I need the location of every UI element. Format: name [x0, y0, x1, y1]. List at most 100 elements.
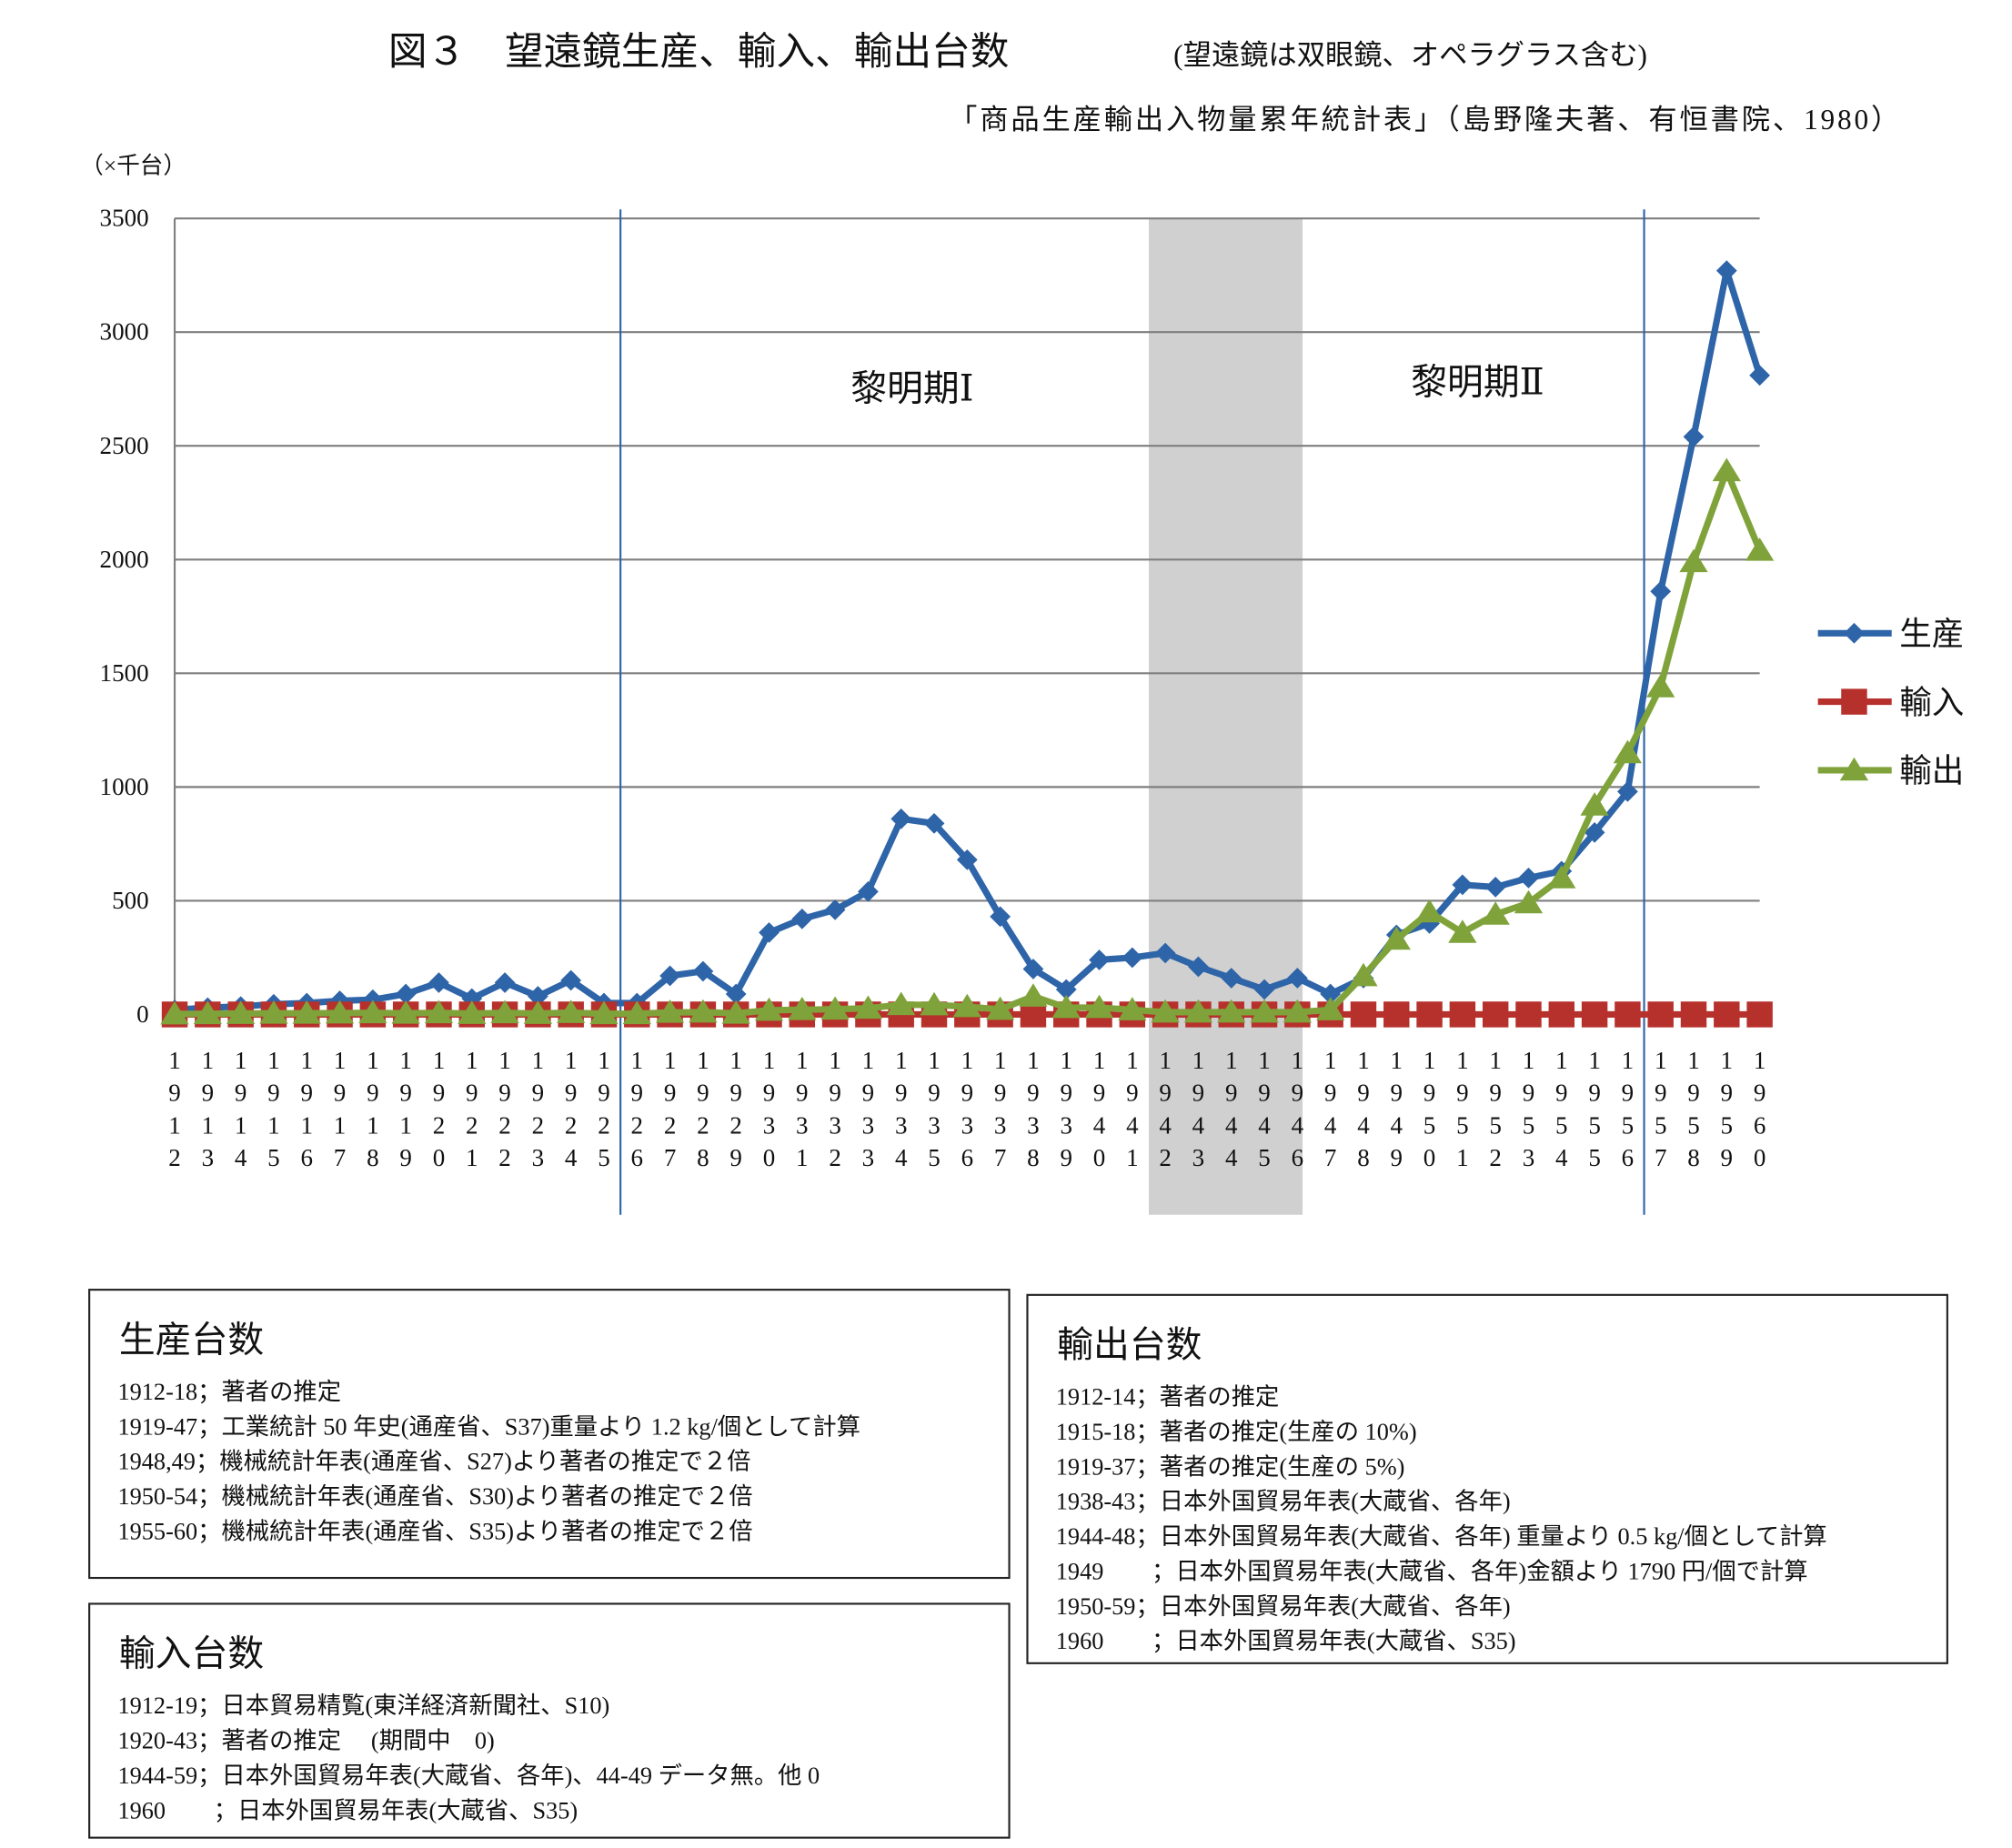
- x-tick-label: 1943: [1184, 1047, 1212, 1177]
- data-point: [887, 991, 916, 1016]
- x-tick-label: 1957: [1647, 1047, 1675, 1177]
- note-line: 1955-60；機械統計年表(通産省、S35)より著者の推定で２倍: [117, 1518, 752, 1544]
- x-tick-label: 1936: [953, 1047, 981, 1177]
- legend-marker: [1844, 622, 1865, 644]
- x-tick-label: 1931: [789, 1047, 816, 1177]
- note-line: 1950-54；機械統計年表(通産省、S30)より著者の推定で２倍: [117, 1483, 752, 1510]
- data-point: [659, 965, 680, 987]
- x-tick-label: 1928: [689, 1047, 717, 1177]
- note-line: 1948,49；機械統計年表(通産省、S27)より著者の推定で２倍: [117, 1449, 750, 1475]
- data-point: [494, 972, 516, 993]
- x-tick-label: 1948: [1350, 1047, 1377, 1177]
- x-tick-label: 1938: [1020, 1047, 1047, 1177]
- data-point: [1514, 889, 1544, 914]
- data-point: [820, 996, 850, 1020]
- data-point: [1484, 877, 1506, 898]
- x-tick-label: 1925: [590, 1047, 618, 1177]
- x-tick-label: 1942: [1152, 1047, 1179, 1177]
- x-tick-label: 1918: [359, 1047, 387, 1177]
- data-point: [1051, 994, 1081, 1019]
- x-tick-label: 1960: [1746, 1047, 1774, 1177]
- data-point: [358, 999, 387, 1024]
- data-point: [325, 999, 355, 1024]
- data-point: [1683, 426, 1705, 447]
- x-tick-label: 1935: [920, 1047, 948, 1177]
- x-tick-label: 1927: [657, 1047, 684, 1177]
- data-point: [1613, 739, 1643, 764]
- data-point: [759, 922, 780, 943]
- data-point: [1615, 1001, 1641, 1028]
- note-title: 生産台数: [119, 1320, 264, 1360]
- y-tick-label: 500: [112, 887, 149, 914]
- x-tick-label: 1917: [327, 1047, 354, 1177]
- data-point: [1320, 983, 1342, 1005]
- x-tick-label: 1920: [425, 1047, 452, 1177]
- series-line: [175, 467, 1763, 1018]
- data-point: [1118, 997, 1147, 1020]
- legend-marker: [1839, 757, 1869, 781]
- data-point: [1286, 968, 1308, 989]
- annotation: 黎明期Ⅱ: [1411, 362, 1544, 402]
- legend-marker: [1841, 688, 1867, 715]
- x-tick-label: 1934: [888, 1047, 915, 1177]
- data-point: [920, 991, 949, 1016]
- data-point: [490, 999, 519, 1024]
- data-point: [1515, 1001, 1542, 1028]
- data-point: [1617, 781, 1638, 802]
- x-tick-label: 1959: [1713, 1047, 1740, 1177]
- data-point: [1382, 926, 1411, 950]
- chart-title: 図３ 望遠鏡生産、輸入、輸出台数: [388, 30, 1010, 74]
- data-point: [1482, 1001, 1509, 1028]
- x-tick-label: 1919: [392, 1047, 419, 1177]
- note-title: 輸出台数: [1057, 1325, 1202, 1365]
- data-point: [1581, 1001, 1608, 1028]
- x-tick-label: 1937: [987, 1047, 1014, 1177]
- note-line: 1912-14；著者の推定: [1056, 1384, 1280, 1411]
- x-tick-label: 1953: [1514, 1047, 1542, 1177]
- legend-label: 輸出: [1899, 753, 1964, 789]
- data-point: [1250, 999, 1279, 1023]
- x-tick-label: 1921: [458, 1047, 486, 1177]
- x-tick-label: 1945: [1251, 1047, 1278, 1177]
- data-point: [1548, 1001, 1575, 1028]
- chart-subtitle: (望遠鏡は双眼鏡、オペラグラス含む): [1173, 39, 1647, 71]
- note-box: [88, 1289, 1011, 1580]
- data-point: [1452, 874, 1474, 896]
- data-point: [1154, 942, 1176, 964]
- data-point: [1283, 999, 1313, 1023]
- data-point: [424, 999, 454, 1024]
- x-tick-label: 1912: [161, 1047, 188, 1177]
- x-tick-label: 1955: [1581, 1047, 1608, 1177]
- data-point: [1084, 994, 1114, 1019]
- data-point: [754, 997, 784, 1021]
- x-tick-label: 1932: [821, 1047, 849, 1177]
- source: 「商品生産輸出入物量累年統計表」（島野隆夫著、有恒書院、1980）: [949, 104, 1902, 136]
- data-point: [1221, 968, 1242, 989]
- x-tick-label: 1915: [260, 1047, 287, 1177]
- data-point: [1680, 1001, 1707, 1028]
- x-tick-label: 1950: [1416, 1047, 1444, 1177]
- x-tick-label: 1916: [293, 1047, 320, 1177]
- x-tick-label: 1954: [1548, 1047, 1575, 1177]
- y-axis-label: （×千台）: [80, 152, 186, 178]
- note-line: 1960 ；日本外国貿易年表(大蔵省、S35): [117, 1797, 578, 1823]
- y-tick-label: 0: [136, 1000, 149, 1028]
- data-point: [923, 813, 945, 834]
- x-tick-label: 1958: [1680, 1047, 1707, 1177]
- x-tick-label: 1913: [194, 1047, 221, 1177]
- note-line: 1912-19；日本貿易精覧(東洋経済新聞社、S10): [117, 1692, 609, 1719]
- y-tick-label: 1500: [100, 659, 149, 687]
- x-tick-label: 1952: [1482, 1047, 1509, 1177]
- note-box: [88, 1602, 1011, 1839]
- y-tick-label: 3500: [100, 205, 149, 232]
- note-line: 1938-43；日本外国貿易年表(大蔵省、各年): [1056, 1489, 1511, 1515]
- data-point: [1679, 548, 1708, 573]
- note-line: 1920-43；著者の推定 (期間中 0): [117, 1728, 494, 1754]
- data-point: [1183, 999, 1213, 1023]
- x-tick-label: 1949: [1383, 1047, 1410, 1177]
- data-point: [824, 899, 846, 920]
- note-line: 1912-18；著者の推定: [117, 1379, 341, 1405]
- data-point: [1647, 1001, 1674, 1028]
- data-point: [160, 1000, 189, 1025]
- note-title: 輸入台数: [119, 1634, 264, 1674]
